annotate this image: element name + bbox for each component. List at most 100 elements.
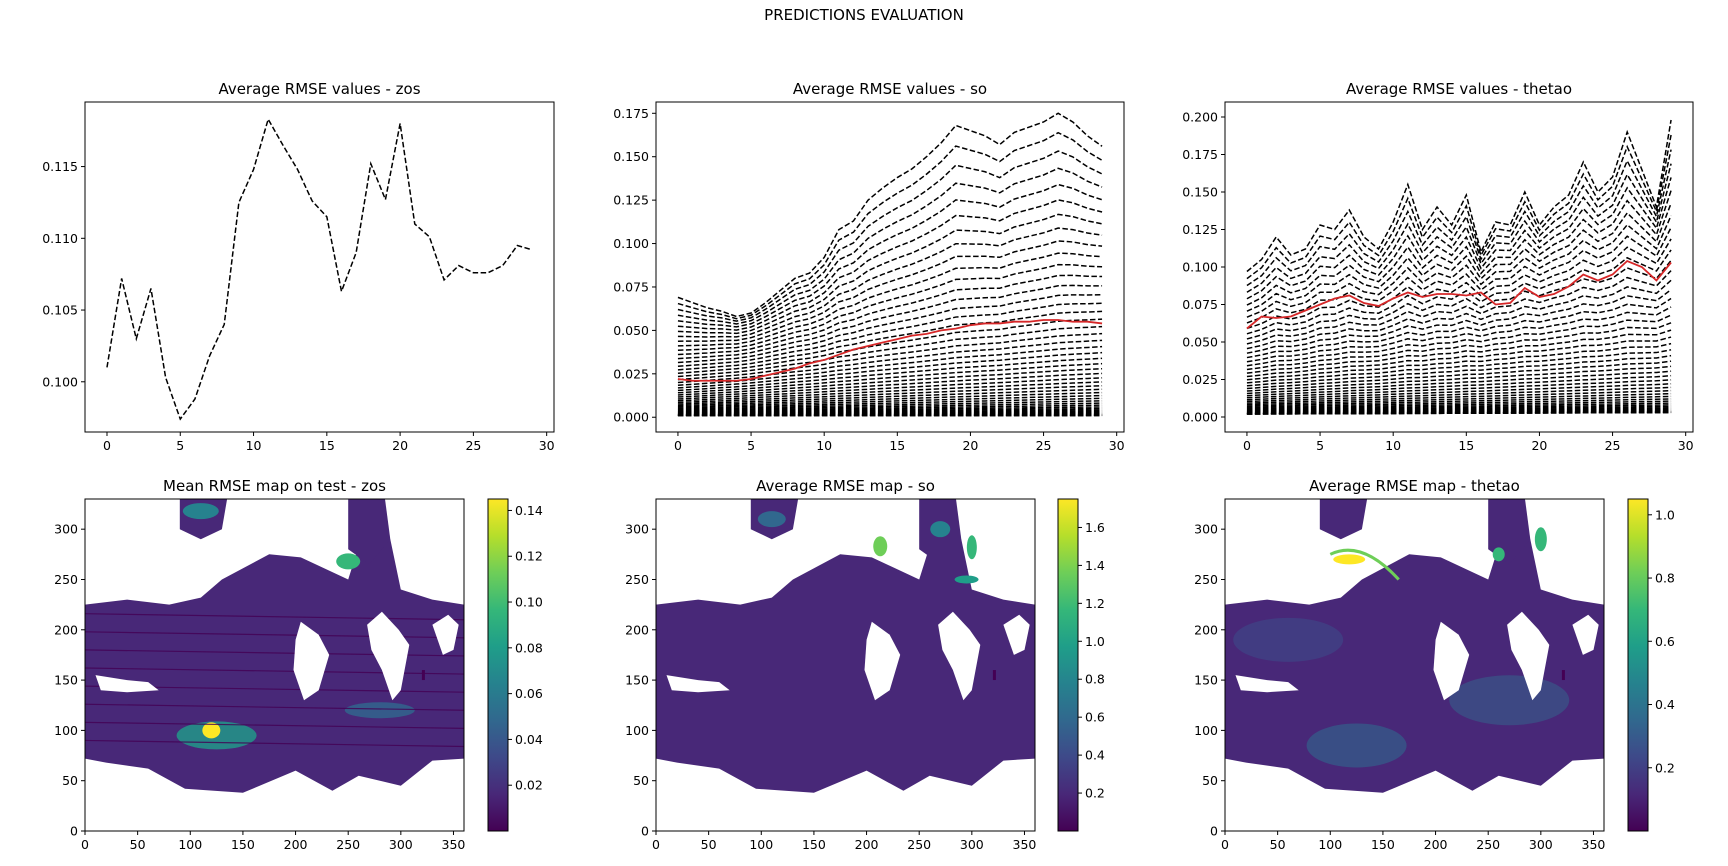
rmse-zos-xtick-label: 0 <box>103 438 111 453</box>
map-so-colorbar-tick-label: 1.0 <box>1085 634 1105 649</box>
rmse-thetao-title: Average RMSE values - thetao <box>1346 80 1572 98</box>
map-zos-colorbar-tick-label: 0.04 <box>515 732 543 747</box>
map-thetao-feature <box>1233 617 1344 662</box>
map-zos-contour <box>85 613 464 621</box>
rmse-so-ytick-label: 0.125 <box>613 193 649 208</box>
rmse-so-ytick-label: 0.150 <box>613 149 649 164</box>
rmse-so-frame <box>655 101 1125 433</box>
map-thetao-land-south-america <box>1433 621 1470 701</box>
rmse-thetao-depth-level <box>1246 289 1672 354</box>
rmse-so-depth-level <box>677 367 1103 396</box>
rmse-thetao-depth-level <box>1246 398 1672 408</box>
map-zos-feature <box>344 702 415 719</box>
map-thetao-land-antarctic-gap <box>1235 675 1299 693</box>
rmse-so-depth-level <box>677 339 1103 384</box>
map-zos-xtick-label: 150 <box>231 837 255 852</box>
rmse-thetao-depth-level <box>1246 270 1672 345</box>
rmse-thetao-ytick-label: 0.100 <box>1182 260 1218 275</box>
rmse-so-ytick-label: 0.050 <box>613 323 649 338</box>
map-thetao-feature <box>1534 527 1547 552</box>
rmse-so-depth-level <box>677 402 1103 411</box>
map-thetao-colorbar-tick-label: 1.0 <box>1655 507 1675 522</box>
rmse-so-depth-level <box>677 406 1103 413</box>
rmse-zos-frame <box>84 101 555 433</box>
rmse-so-depth-level <box>677 397 1103 409</box>
rmse-thetao-ytick-label: 0.200 <box>1182 110 1218 125</box>
rmse-thetao-xtick-label: 5 <box>1316 438 1324 453</box>
map-thetao-xtick-label: 250 <box>1476 837 1500 852</box>
map-zos-feature <box>182 503 219 520</box>
map-thetao-feature <box>1449 675 1570 726</box>
map-thetao-frame <box>1224 498 1605 832</box>
rmse-zos-ytick-label: 0.105 <box>42 303 78 318</box>
map-zos-ytick-label: 150 <box>54 673 78 688</box>
rmse-so-axes: 0 5 10 15 20 25 30 0.000 0.025 0.050 0.075 0.100 0.1… <box>613 80 1124 453</box>
map-zos-frame <box>84 498 465 832</box>
map-thetao-colorbar: 0.2 0.4 0.6 0.8 1.0 <box>1627 498 1675 832</box>
rmse-thetao-xtick-label: 30 <box>1678 438 1694 453</box>
map-zos-ytick-label: 100 <box>54 723 78 738</box>
rmse-so-ytick-label: 0.075 <box>613 279 649 294</box>
rmse-thetao-depth-level <box>1246 322 1672 371</box>
rmse-zos-xtick-label: 30 <box>539 438 555 453</box>
map-so-ytick-label: 150 <box>625 673 649 688</box>
map-so-colorbar-gradient <box>1058 499 1078 831</box>
rmse-so-depth-level <box>677 362 1103 394</box>
rmse-thetao-depth-level <box>1246 354 1672 387</box>
rmse-thetao-depth-level <box>1246 238 1672 330</box>
map-zos-contour <box>85 703 464 711</box>
rmse-so-depth-level <box>677 240 1103 342</box>
map-zos-colorbar-tick-label: 0.10 <box>515 595 543 610</box>
map-thetao-feature <box>1492 547 1505 562</box>
map-zos-land-east <box>432 614 459 655</box>
rmse-so-xtick-label: 20 <box>962 438 978 453</box>
rmse-thetao-depth-level <box>1246 370 1672 395</box>
rmse-so-depth-level <box>677 345 1103 387</box>
rmse-zos-ytick-label: 0.100 <box>42 374 78 389</box>
rmse-so-depth-level <box>677 325 1103 378</box>
rmse-so-depth-level <box>677 377 1103 400</box>
map-so-xtick-label: 250 <box>907 837 931 852</box>
map-so-field <box>656 499 1035 793</box>
rmse-thetao-depth-level <box>1246 119 1672 273</box>
rmse-thetao-depth-level <box>1246 395 1672 407</box>
rmse-thetao-depth-level <box>1246 379 1672 399</box>
rmse-thetao-depth-level <box>1246 392 1672 406</box>
map-zos-xtick-label: 50 <box>130 837 146 852</box>
rmse-thetao-depth-level <box>1246 260 1672 340</box>
map-zos-field <box>85 499 464 793</box>
rmse-thetao-ytick-label: 0.050 <box>1182 335 1218 350</box>
rmse-so-depth-level <box>677 227 1103 338</box>
map-thetao-ytick-label: 250 <box>1194 572 1218 587</box>
rmse-so-xtick-label: 5 <box>747 438 755 453</box>
map-so-colorbar-tick-label: 1.4 <box>1085 558 1105 573</box>
map-zos-ytick-label: 50 <box>62 773 78 788</box>
map-zos-land-antarctic-gap <box>95 675 159 693</box>
rmse-so-depth-level <box>677 332 1103 381</box>
map-zos-axes: 0 50 100 150 200 250 300 350 0 50 100 150 200 250 300 M… <box>54 477 465 852</box>
map-thetao-ytick-label: 300 <box>1194 522 1218 537</box>
map-so-land-east <box>1003 614 1030 655</box>
map-zos-feature <box>336 553 361 570</box>
map-zos-feature-peak <box>202 722 221 739</box>
map-zos-ocean-north-b <box>348 499 391 565</box>
map-thetao-xtick-label: 350 <box>1582 837 1606 852</box>
rmse-thetao-depth-level <box>1246 163 1672 293</box>
rmse-so-red-series <box>677 319 1103 382</box>
rmse-thetao-xtick-label: 20 <box>1531 438 1547 453</box>
map-so-ocean <box>656 529 1035 793</box>
rmse-thetao-xtick-label: 15 <box>1458 438 1474 453</box>
map-zos-title: Mean RMSE map on test - zos <box>163 477 386 495</box>
map-thetao-ytick-label: 50 <box>1202 773 1218 788</box>
map-zos-contour <box>85 721 464 729</box>
map-thetao-colorbar-tick-label: 0.8 <box>1655 571 1675 586</box>
rmse-thetao-depth-level <box>1246 383 1672 401</box>
rmse-thetao-depth-level <box>1246 389 1672 404</box>
rmse-thetao-ytick-label: 0.025 <box>1182 372 1218 387</box>
map-thetao-land-east <box>1572 614 1599 655</box>
rmse-so-ytick-label: 0.000 <box>613 410 649 425</box>
map-zos-colorbar-gradient <box>488 499 508 831</box>
map-so-feature <box>873 536 888 557</box>
map-thetao-feature <box>1329 548 1400 581</box>
